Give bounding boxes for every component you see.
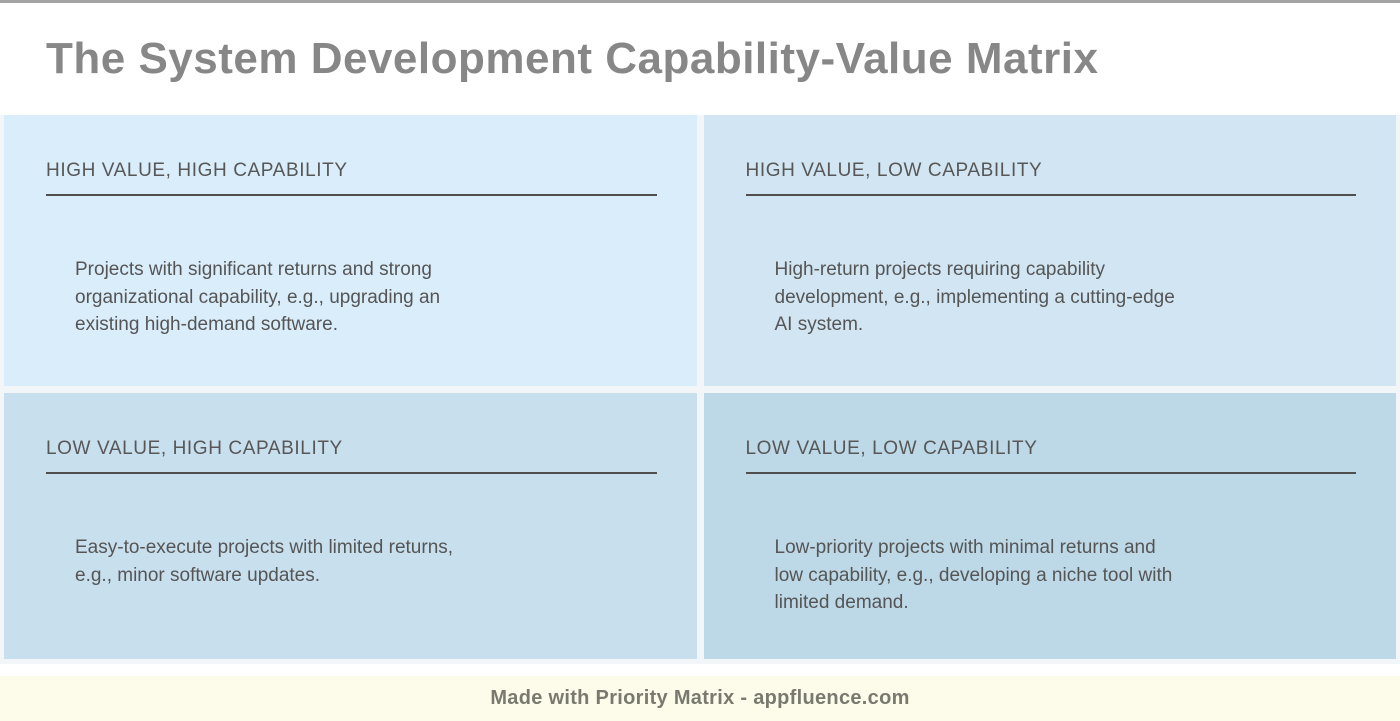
quadrant-header: HIGH VALUE, HIGH CAPABILITY [46, 160, 348, 181]
header-rule [46, 472, 657, 474]
quadrant-body: Easy-to-execute projects with limited re… [75, 537, 454, 586]
quadrant-grid: HIGH VALUE, HIGH CAPABILITY Projects wit… [0, 115, 1400, 664]
footer-gap [0, 664, 1400, 676]
quadrant-body: Low-priority projects with minimal retur… [774, 537, 1173, 613]
footer-bar: Made with Priority Matrix - appfluence.c… [0, 676, 1400, 721]
quadrant-header: LOW VALUE, LOW CAPABILITY [745, 438, 1038, 459]
quadrant-low-value-high-capability: LOW VALUE, HIGH CAPABILITY Easy-to-execu… [4, 393, 697, 659]
header-rule [745, 472, 1356, 474]
quadrant-header: LOW VALUE, HIGH CAPABILITY [46, 438, 343, 459]
footer-credit: Made with Priority Matrix - appfluence.c… [490, 687, 910, 709]
quadrant-high-value-low-capability: HIGH VALUE, LOW CAPABILITY High-return p… [703, 115, 1396, 386]
quadrant-body: High-return projects requiring capabilit… [774, 259, 1175, 335]
title-bar: The System Development Capability-Value … [0, 3, 1400, 115]
quadrant-low-value-low-capability: LOW VALUE, LOW CAPABILITY Low-priority p… [703, 393, 1396, 659]
quadrant-body: Projects with significant returns and st… [75, 259, 441, 335]
quadrant-high-value-high-capability: HIGH VALUE, HIGH CAPABILITY Projects wit… [4, 115, 697, 386]
header-rule [745, 194, 1356, 196]
quadrant-header: HIGH VALUE, LOW CAPABILITY [745, 160, 1043, 181]
header-rule [46, 194, 657, 196]
page-title: The System Development Capability-Value … [46, 34, 1099, 83]
